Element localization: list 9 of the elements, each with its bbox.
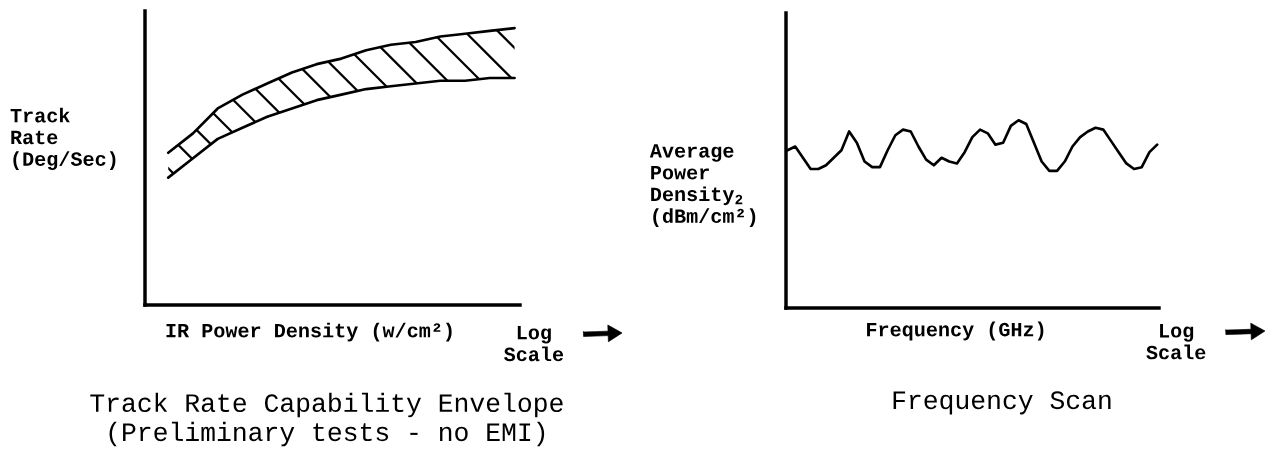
text: Log Scale xyxy=(504,325,564,362)
text: (Preliminary tests - no EMI) xyxy=(109,421,545,447)
y-axis-title: Track Rate (Deg/Sec) xyxy=(10,107,116,171)
text: Log Scale xyxy=(1146,324,1206,360)
text: Frequency Scan xyxy=(893,391,1111,415)
y-axis-title: Average Power Density$_{2}$ (dBm/cm²) xyxy=(649,144,756,227)
x-axis-title: Frequency (GHz) xyxy=(867,321,1044,341)
x-axis-title: IR Power Density (w/cm²) xyxy=(166,322,452,342)
text: Track Rate Capability Envelope xyxy=(90,392,563,418)
